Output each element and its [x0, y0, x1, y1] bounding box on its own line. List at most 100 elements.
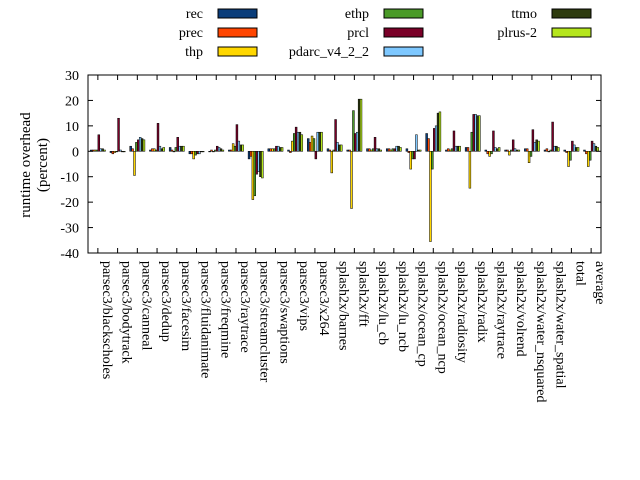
bar-plrus-2-parsec3/fluidanimate [201, 151, 205, 153]
bar-rec-parsec3/streamcluster [247, 151, 251, 160]
bar-prcl-parsec3/x264 [314, 151, 318, 160]
bar-prec-splash2x/ocean_ncp [427, 138, 430, 152]
bar-rec-splash2x/radiosity [445, 149, 448, 152]
bar-prec-splash2x/radix [466, 147, 470, 152]
bar-ethp-parsec3/blackscholes [95, 149, 99, 152]
bar-rec-splash2x/ocean_ncp [425, 133, 428, 152]
x-tick-label: splash2x/ocean_ncp [434, 261, 449, 374]
bar-ethp-splash2x/raytrace [490, 151, 493, 155]
x-tick-label: splash2x/water_nsquared [533, 261, 548, 403]
bar-ttmo-splash2x/water_nsquared [535, 139, 538, 152]
bar-prcl-splash2x/lu_ncb [393, 148, 396, 152]
bar-ethp-parsec3/dedup [154, 149, 158, 152]
x-tick-label: splash2x/radiosity [454, 261, 469, 363]
bar-plrus-2-splash2x/ocean_cp [419, 149, 422, 152]
x-tick-label: splash2x/ocean_cp [415, 261, 430, 367]
x-tick-label: splash2x/radix [474, 261, 489, 343]
bar-thp-splash2x/radix [468, 151, 472, 189]
bar-ttmo-splash2x/radiosity [456, 145, 459, 152]
bar-ttmo-parsec3/dedup [160, 148, 164, 152]
bar-prec-splash2x/raytrace [486, 151, 489, 155]
legend-swatch [551, 27, 592, 38]
bar-rec-splash2x/lu_ncb [385, 148, 389, 152]
bar-prcl-splash2x/barnes [334, 119, 337, 152]
bar-prec-splash2x/volrend [506, 149, 509, 152]
legend-label: ttmo [511, 7, 537, 22]
bar-thp-parsec3/raytrace [231, 143, 235, 152]
bar-pdarc_v4_2_2-splash2x/fft [356, 131, 359, 152]
bar-prec-splash2x/barnes [328, 149, 332, 152]
bar-prec-splash2x/radiosity [447, 148, 450, 152]
legend-swatch [551, 8, 592, 19]
x-axis: parsec3/blackscholes parsec3/bodytrack par… [97, 75, 607, 403]
bar-plrus-2-splash2x/water_nsquared [537, 140, 540, 152]
bar-rec-parsec3/canneal [129, 145, 132, 152]
bar-pdarc_v4_2_2-splash2x/raytrace [494, 147, 497, 152]
bar-plrus-2-parsec3/blackscholes [103, 149, 106, 152]
legend-label: ethp [345, 7, 369, 22]
x-tick-label: splash2x/fft [355, 261, 370, 327]
bar-plrus-2-parsec3/canneal [142, 139, 146, 152]
bar-prcl-splash2x/radix [472, 114, 475, 152]
bar-plrus-2-total [576, 147, 580, 152]
bar-prcl-splash2x/lu_cb [373, 137, 377, 152]
x-tick-label: parsec3/canneal [138, 261, 153, 350]
legend-label: thp [185, 45, 203, 60]
bar-pdarc_v4_2_2-parsec3/facesim [178, 145, 181, 152]
bar-plrus-2-parsec3/vips [300, 134, 304, 152]
bar-ethp-splash2x/radix [470, 131, 474, 152]
bar-thp-total [567, 151, 570, 167]
bar-pdarc_v4_2_2-parsec3/freqmine [217, 147, 221, 152]
bar-rec-parsec3/bodytrack [109, 151, 113, 153]
bar-pdarc_v4_2_2-splash2x/lu_cb [375, 148, 379, 152]
bar-prcl-parsec3/freqmine [216, 145, 219, 152]
bar-prec-splash2x/water_spatial [545, 148, 549, 152]
legend-label: prec [179, 26, 203, 41]
y-axis-label-line: runtime overhead [18, 112, 34, 218]
bar-ethp-parsec3/x264 [312, 138, 316, 152]
bar-pdarc_v4_2_2-parsec3/canneal [138, 137, 142, 152]
bar-pdarc_v4_2_2-splash2x/ocean_cp [415, 134, 418, 152]
bar-prec-parsec3/bodytrack [111, 151, 115, 155]
bar-pdarc_v4_2_2-splash2x/radix [474, 114, 477, 152]
bar-ttmo-splash2x/radix [476, 115, 479, 152]
bar-pdarc_v4_2_2-parsec3/dedup [158, 145, 162, 152]
bar-ethp-average [588, 151, 592, 161]
bar-ttmo-parsec3/vips [298, 131, 302, 152]
bar-thp-splash2x/fft [350, 151, 353, 209]
bar-prcl-splash2x/raytrace [492, 130, 495, 152]
bar-ttmo-total [574, 147, 578, 152]
legend-item-ttmo: ttmo [511, 7, 592, 22]
legend-item-plrus-2: plrus-2 [497, 26, 592, 41]
legend-swatch [217, 8, 258, 19]
bar-rec-splash2x/lu_cb [366, 148, 369, 152]
bar-rec-parsec3/freqmine [208, 151, 211, 153]
bar-prec-total [565, 151, 568, 153]
bar-rec-parsec3/vips [287, 149, 290, 152]
bar-rec-splash2x/ocean_cp [405, 148, 409, 152]
x-tick-label: average [592, 261, 607, 305]
bar-pdarc_v4_2_2-parsec3/x264 [316, 131, 319, 152]
bar-ethp-parsec3/raytrace [233, 145, 237, 152]
bar-rec-splash2x/radix [464, 147, 468, 152]
bar-prec-splash2x/lu_cb [368, 148, 371, 152]
bar-rec-average [583, 149, 586, 152]
y-axis: 30 20 10 0 -10 -20 -30 -40 [60, 69, 601, 262]
bar-pdarc_v4_2_2-splash2x/water_nsquared [533, 142, 536, 152]
y-axis-label-line: (percent) [35, 138, 51, 192]
bar-pdarc_v4_2_2-parsec3/fluidanimate [198, 151, 201, 155]
bar-pdarc_v4_2_2-parsec3/blackscholes [99, 148, 102, 152]
bar-plrus-2-parsec3/freqmine [221, 149, 225, 152]
x-tick-label: parsec3/raytrace [237, 261, 252, 353]
bar-rec-splash2x/barnes [326, 148, 330, 152]
bar-pdarc_v4_2_2-splash2x/water_spatial [553, 145, 556, 152]
legend-label: plrus-2 [497, 26, 537, 41]
bar-prcl-splash2x/radiosity [452, 130, 456, 152]
bar-ttmo-parsec3/bodytrack [121, 151, 124, 153]
bar-thp-parsec3/fluidanimate [192, 151, 195, 160]
bar-ttmo-splash2x/barnes [338, 144, 341, 152]
bar-prec-splash2x/fft [348, 149, 351, 152]
bar-thp-splash2x/volrend [508, 151, 511, 156]
plot-border [87, 74, 602, 254]
bar-thp-parsec3/bodytrack [113, 151, 116, 153]
